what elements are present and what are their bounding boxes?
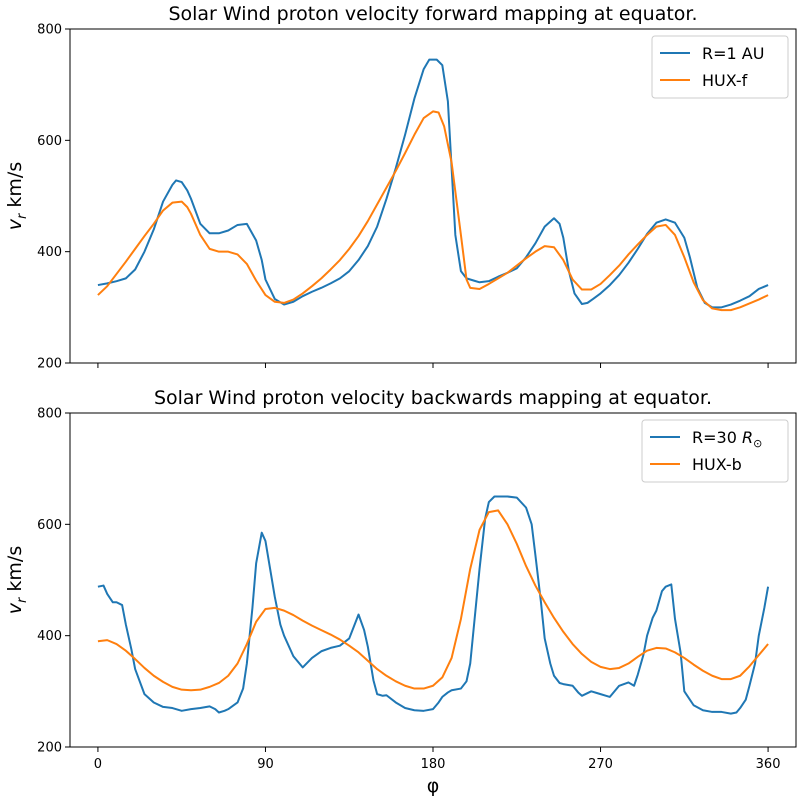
top-ytick-label-1: 400 — [37, 245, 62, 260]
top-legend-box — [651, 35, 789, 99]
bottom-series-line-0 — [97, 495, 770, 715]
bottom-ytick-label-0: 200 — [37, 741, 62, 756]
bottom-ylabel-sub: r — [15, 596, 30, 603]
bottom-ylabel: vr km/s — [4, 546, 30, 614]
top-ytick-label-2: 600 — [37, 134, 62, 149]
bottom-legend: R=30 R⊙ HUX-b — [641, 419, 789, 483]
svg-text:vr km/s: vr km/s — [4, 546, 30, 614]
top-ytick-label-0: 200 — [37, 357, 62, 372]
top-title: Solar Wind proton velocity forward mappi… — [168, 3, 697, 25]
top-ylabel-sub: r — [15, 212, 30, 219]
top-ytick-label-3: 800 — [37, 23, 62, 38]
bottom-title: Solar Wind proton velocity backwards map… — [154, 387, 712, 409]
top-ylabel-unit: km/s — [4, 162, 26, 214]
bottom-subplot: Solar Wind proton velocity backwards map… — [4, 387, 797, 797]
bottom-series-line-1 — [97, 509, 769, 692]
top-legend-label-0: R=1 AU — [702, 44, 764, 63]
svg-text:vr km/s: vr km/s — [4, 162, 30, 230]
bottom-legend-box — [641, 419, 789, 483]
bottom-ylabel-var: v — [4, 602, 26, 614]
top-legend-label-1: HUX-f — [702, 71, 748, 90]
bottom-ytick-label-3: 800 — [37, 407, 62, 422]
bottom-xtick-label-4: 360 — [756, 757, 781, 772]
top-legend: R=1 AU HUX-f — [651, 35, 789, 99]
top-ylabel: vr km/s — [4, 162, 30, 230]
bottom-ytick-label-1: 400 — [37, 629, 62, 644]
bottom-legend-label-0: R=30 R⊙ — [692, 428, 762, 450]
bottom-xtick-label-2: 180 — [421, 757, 446, 772]
top-subplot: Solar Wind proton velocity forward mappi… — [4, 3, 797, 372]
top-ylabel-var: v — [4, 218, 26, 230]
top-series-line-0 — [97, 58, 769, 309]
bottom-xtick-label-1: 90 — [257, 757, 274, 772]
top-series-line-1 — [97, 110, 769, 312]
bottom-legend-label-1: HUX-b — [692, 455, 742, 474]
bottom-xtick-label-0: 0 — [94, 757, 102, 772]
bottom-ylabel-unit: km/s — [4, 546, 26, 598]
bottom-xlabel: φ — [427, 775, 440, 797]
bottom-ytick-label-2: 600 — [37, 518, 62, 533]
bottom-xtick-label-3: 270 — [588, 757, 613, 772]
